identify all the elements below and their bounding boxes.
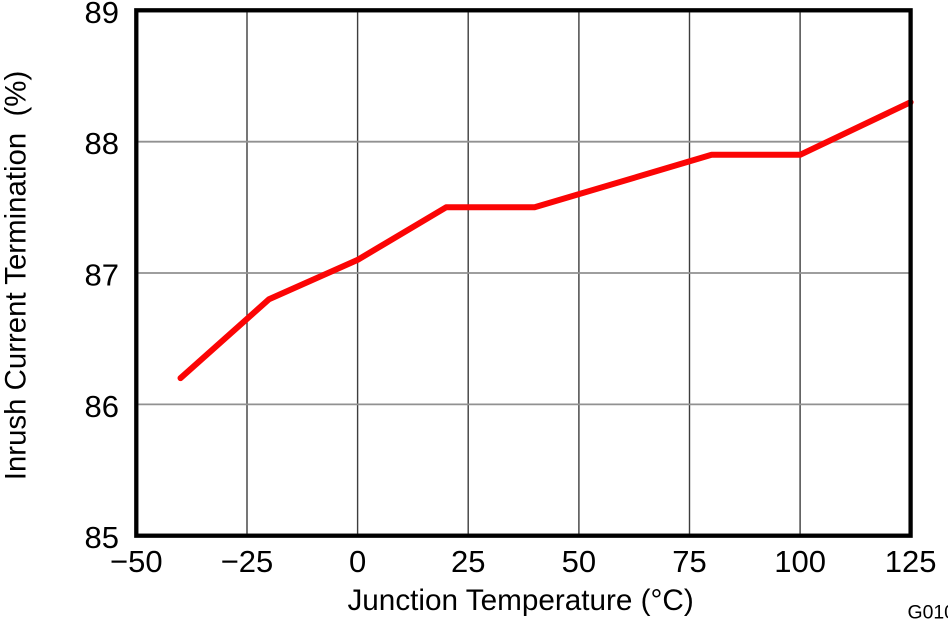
svg-text:85: 85 <box>85 520 119 555</box>
svg-text:−50: −50 <box>110 544 163 579</box>
svg-text:50: 50 <box>562 544 596 579</box>
svg-text:125: 125 <box>885 544 937 579</box>
svg-text:G010: G010 <box>908 602 948 620</box>
svg-text:Junction Temperature (°C): Junction Temperature (°C) <box>347 584 693 617</box>
svg-text:87: 87 <box>85 258 119 293</box>
svg-text:25: 25 <box>451 544 485 579</box>
svg-text:100: 100 <box>774 544 826 579</box>
svg-text:0: 0 <box>349 544 366 579</box>
svg-text:89: 89 <box>85 0 119 30</box>
svg-text:86: 86 <box>85 389 119 424</box>
svg-text:Inrush Current Termination (%: Inrush Current Termination (%) <box>0 71 33 480</box>
svg-text:−25: −25 <box>221 544 274 579</box>
svg-text:75: 75 <box>672 544 706 579</box>
svg-text:88: 88 <box>85 126 119 161</box>
